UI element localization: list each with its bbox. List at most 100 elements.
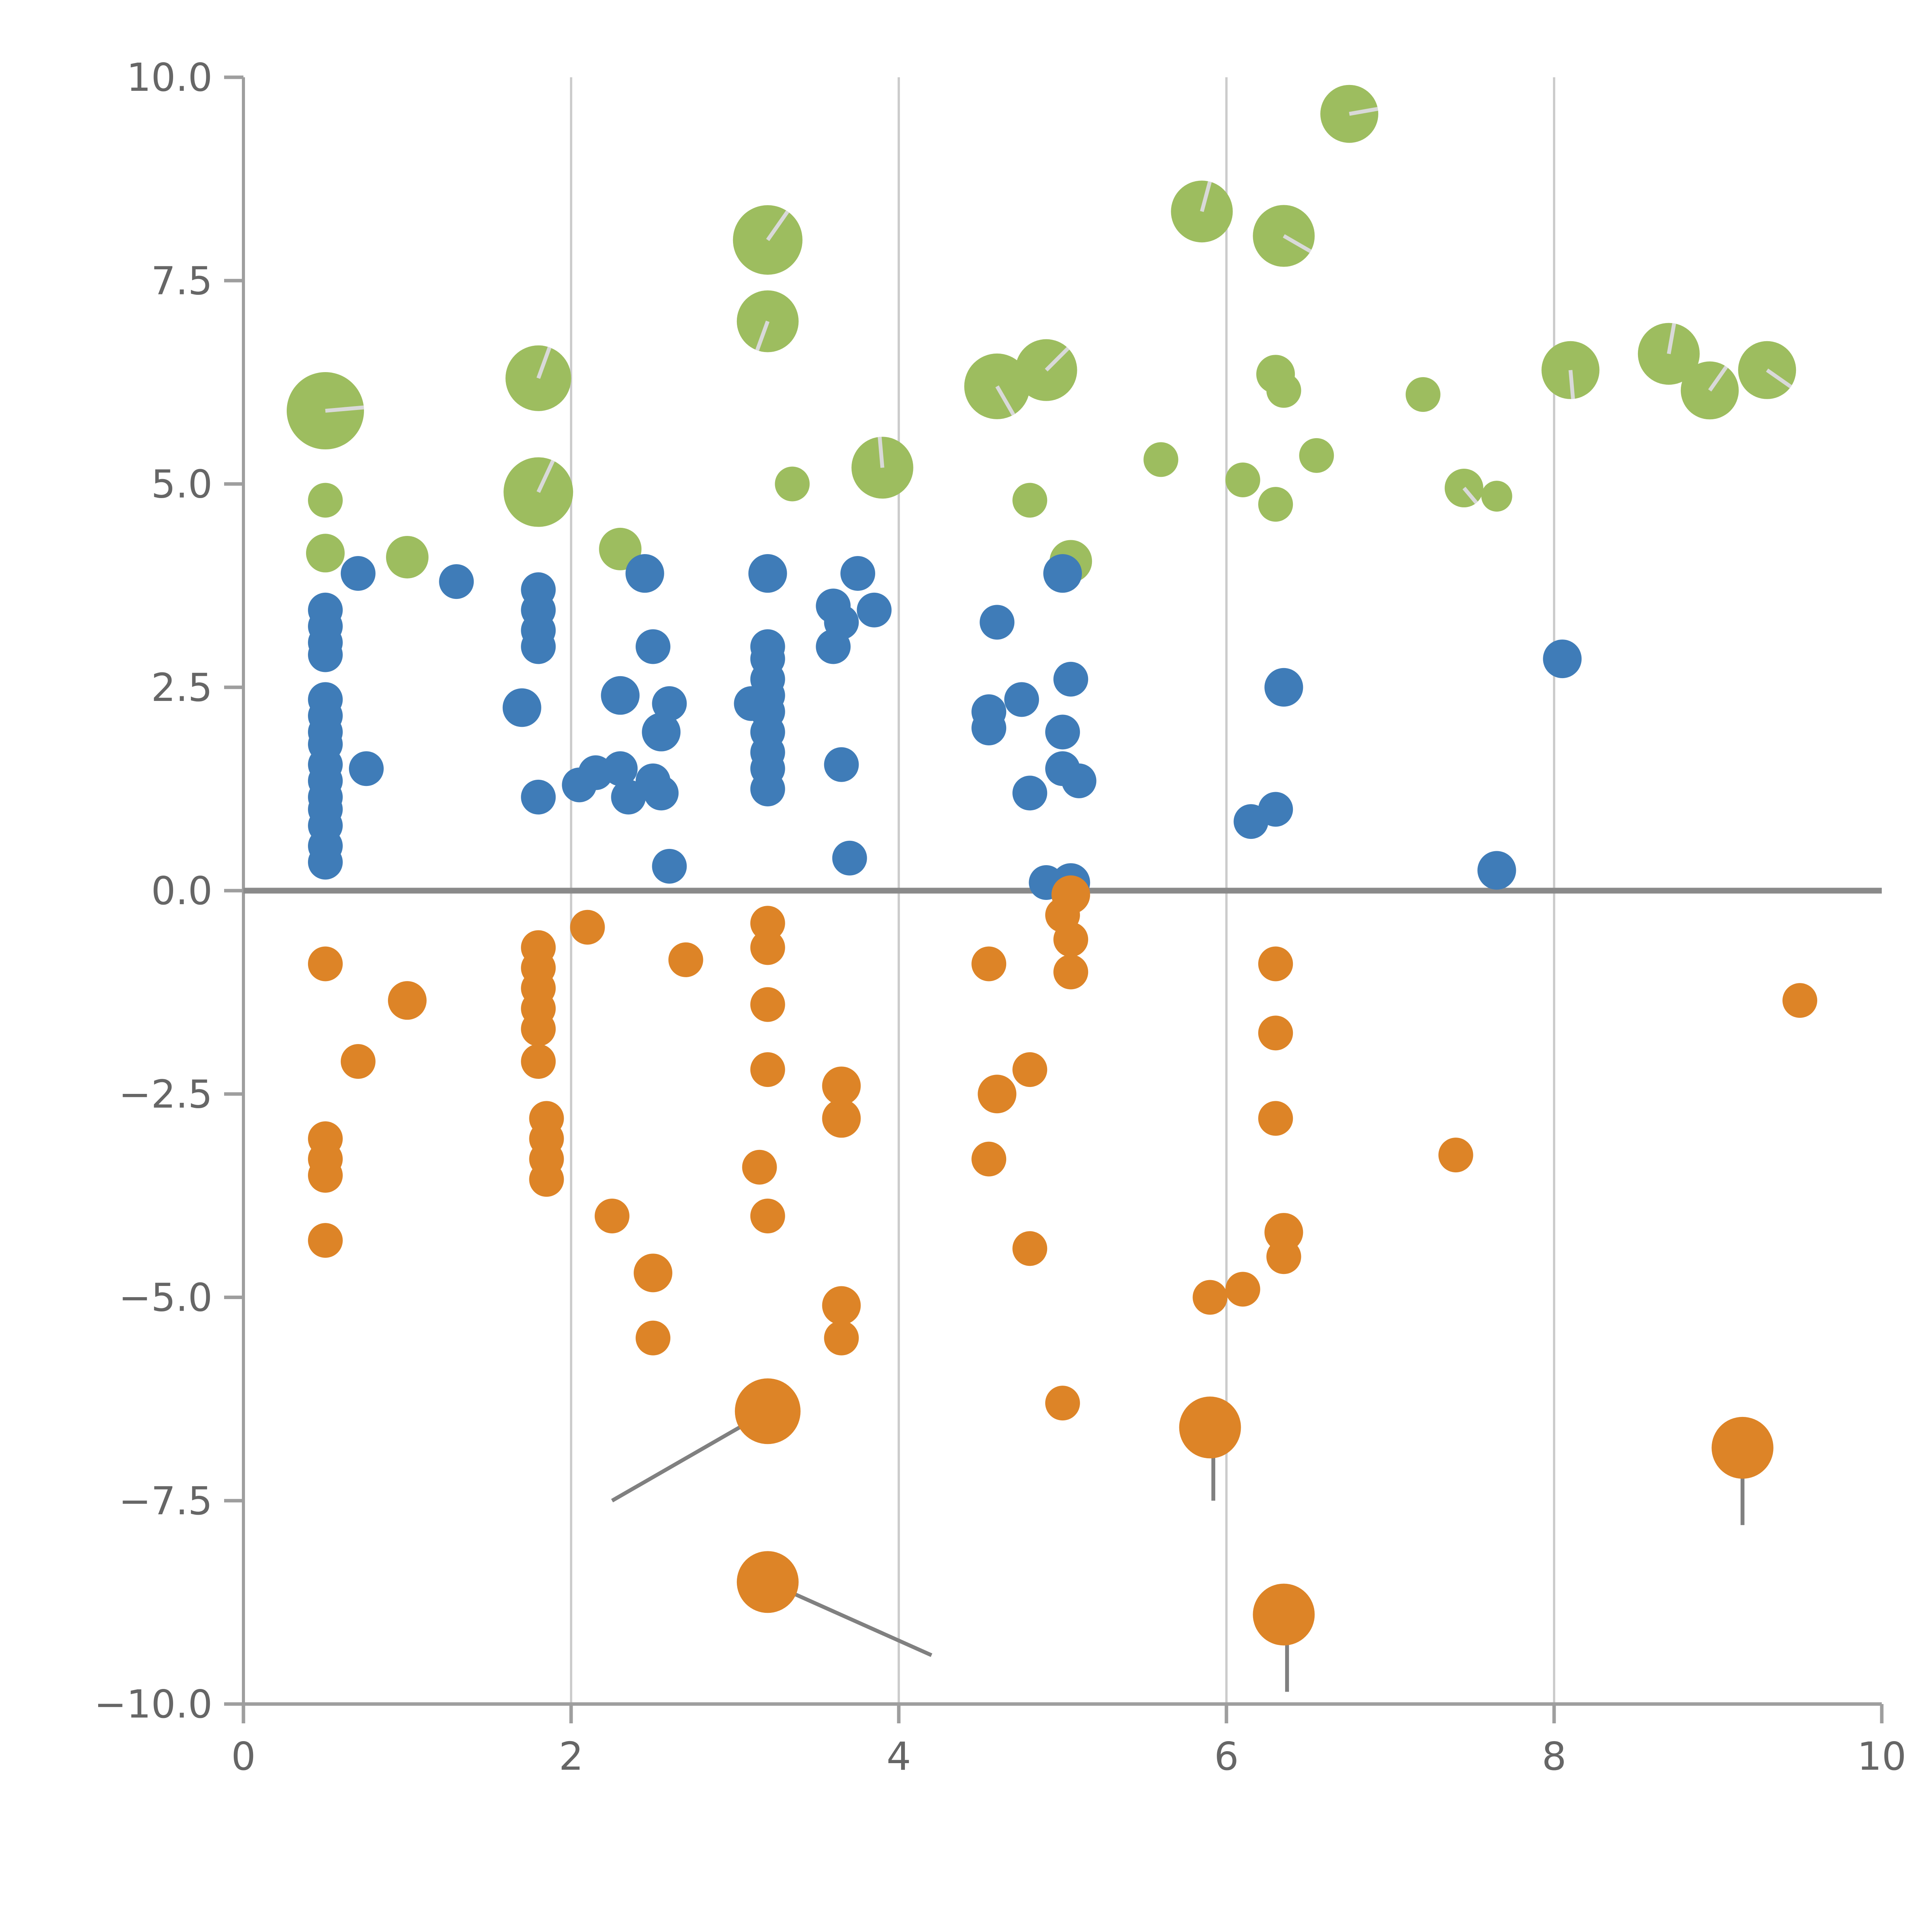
point-blue [816, 629, 851, 664]
y-tick-label: −7.5 [119, 1478, 213, 1524]
point-green [287, 372, 364, 450]
y-tick-label: 5.0 [151, 462, 213, 507]
bubble-hand-line [536, 459, 555, 493]
point-blue [857, 592, 892, 628]
point-blue [734, 686, 769, 721]
point-orange [822, 1066, 861, 1105]
point-green [1225, 462, 1260, 497]
bubble-hand-line [325, 405, 364, 413]
point-orange [978, 1075, 1017, 1114]
x-tick-label: 0 [231, 1734, 256, 1779]
point-orange [340, 1044, 376, 1079]
point-green [1299, 438, 1334, 473]
y-tick-label: −5.0 [119, 1275, 213, 1320]
point-blue [603, 751, 638, 786]
y-tick-label: 7.5 [151, 258, 213, 303]
point-blue [439, 564, 474, 599]
point-blue [748, 554, 787, 593]
point-orange [570, 910, 605, 945]
point-orange [750, 930, 785, 965]
point-orange [1192, 1280, 1228, 1315]
point-blue [611, 779, 646, 815]
bubble-hand-line [878, 437, 884, 468]
point-green [1481, 481, 1512, 512]
point-blue [308, 637, 343, 672]
point-blue [971, 711, 1007, 745]
y-tick-label: 0.0 [151, 868, 213, 913]
x-tick-label: 6 [1214, 1734, 1239, 1779]
point-green [1253, 205, 1315, 267]
bubble-hand-line [1349, 107, 1378, 116]
point-orange [1438, 1138, 1473, 1173]
point-orange [308, 1223, 343, 1258]
point-orange [521, 1044, 556, 1079]
point-blue [1477, 851, 1516, 890]
point-orange [636, 1320, 670, 1355]
point-orange [1253, 1583, 1315, 1646]
point-orange [824, 1320, 859, 1355]
bubble-hand-line [995, 385, 1015, 416]
point-orange [750, 1199, 785, 1233]
point-orange [971, 1141, 1007, 1177]
point-orange [1266, 1239, 1301, 1274]
point-orange [822, 1099, 861, 1138]
point-green [1638, 323, 1700, 385]
point-blue [636, 629, 670, 664]
point-blue [601, 676, 640, 715]
point-orange [1782, 983, 1817, 1018]
bubble-hand-line [1282, 234, 1312, 253]
point-orange [742, 1150, 777, 1185]
point-blue [1053, 662, 1088, 697]
point-orange [529, 1162, 564, 1197]
bubble-hand-line [755, 320, 770, 351]
point-blue [1043, 554, 1082, 593]
point-blue [750, 771, 785, 806]
point-blue [652, 849, 687, 884]
point-orange [1051, 875, 1090, 914]
point-orange [1258, 1101, 1293, 1136]
point-blue [1061, 763, 1097, 798]
point-orange [1711, 1417, 1774, 1479]
point-blue [1012, 776, 1048, 811]
point-orange [750, 1052, 785, 1087]
bubble-hand-line [536, 347, 551, 379]
point-blue [644, 776, 679, 811]
point-green [1012, 483, 1048, 518]
x-tick-label: 4 [886, 1734, 911, 1779]
point-orange [971, 946, 1007, 981]
point-blue [642, 713, 681, 752]
point-green [1143, 442, 1179, 477]
point-green [851, 437, 913, 499]
point-orange [595, 1199, 629, 1233]
point-green [1258, 487, 1293, 522]
point-green [1266, 373, 1301, 408]
bubble-hand-line [1462, 486, 1478, 504]
point-orange [308, 1158, 343, 1193]
bubble-hand-line [1766, 368, 1792, 388]
point-blue [502, 688, 541, 727]
point-orange [750, 987, 785, 1022]
point-orange [736, 1551, 799, 1613]
point-orange [1053, 922, 1088, 957]
point-green [1405, 377, 1440, 412]
point-green [386, 536, 429, 578]
point-orange [521, 1011, 556, 1046]
point-orange [822, 1286, 861, 1325]
y-tick-label: −2.5 [119, 1071, 213, 1117]
x-tick-label: 8 [1542, 1734, 1566, 1779]
point-green [775, 466, 810, 502]
point-blue [840, 556, 875, 591]
point-green [308, 483, 343, 518]
point-blue [1258, 792, 1293, 827]
point-green [599, 527, 642, 570]
point-orange [1012, 1052, 1048, 1087]
point-blue [521, 629, 556, 664]
bubble-hand-line [766, 210, 789, 241]
x-tick-label: 10 [1857, 1734, 1906, 1779]
point-blue [1264, 668, 1303, 707]
point-orange [1012, 1231, 1048, 1266]
point-blue [625, 554, 664, 593]
point-orange [1258, 1015, 1293, 1051]
bubble-hand-line [1200, 181, 1212, 212]
